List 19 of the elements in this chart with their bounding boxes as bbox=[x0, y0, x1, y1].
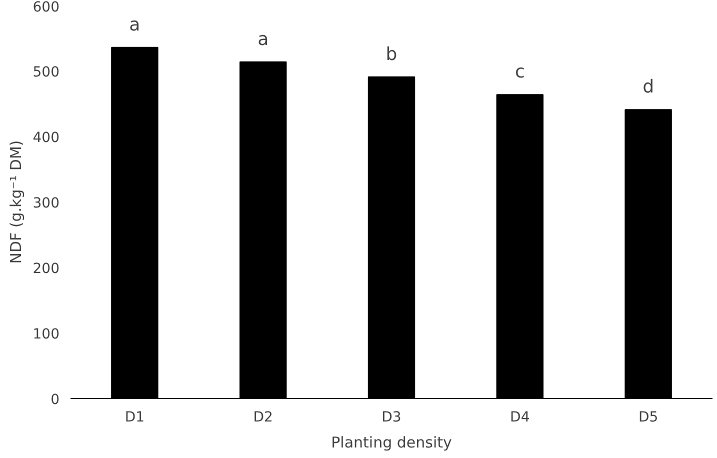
y-tick-label: 300 bbox=[32, 196, 60, 212]
annotation: d bbox=[642, 76, 654, 98]
y-tick-label: 200 bbox=[32, 261, 60, 277]
x-tick-label: D1 bbox=[124, 410, 145, 426]
y-tick-label: 100 bbox=[32, 326, 60, 342]
y-tick-label: 500 bbox=[32, 64, 60, 80]
x-tick-label: D4 bbox=[510, 410, 530, 426]
x-tick-label: D5 bbox=[638, 410, 658, 426]
annotation: a bbox=[129, 14, 140, 36]
annotation: c bbox=[514, 62, 525, 83]
y-tick-label: 400 bbox=[32, 130, 60, 146]
y-tick-label: 600 bbox=[32, 0, 60, 16]
annotation: a bbox=[258, 28, 269, 50]
annotation: b bbox=[386, 44, 398, 65]
x-tick-label: D2 bbox=[253, 410, 273, 426]
y-tick-label: 0 bbox=[50, 392, 60, 408]
y-axis-title: NDF (g.kg⁻¹ DM) bbox=[6, 140, 25, 264]
x-tick-label: D3 bbox=[382, 410, 402, 426]
x-axis-title: Planting density bbox=[331, 434, 452, 452]
